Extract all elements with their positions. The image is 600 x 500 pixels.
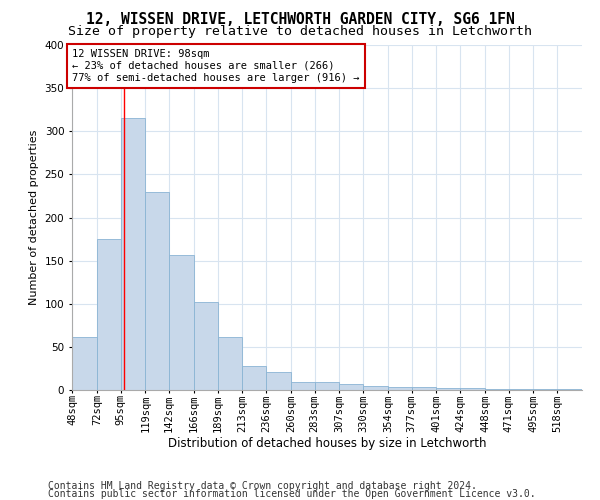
Bar (97, 239, 121, 390)
Bar (557, 389, 582, 390)
Bar (291, 382, 314, 390)
X-axis label: Distribution of detached houses by size in Letchworth: Distribution of detached houses by size … (168, 437, 486, 450)
Text: Size of property relative to detached houses in Letchworth: Size of property relative to detached ho… (68, 25, 532, 38)
Bar (509, 389, 533, 390)
Bar (485, 389, 509, 390)
Bar (218, 338, 242, 390)
Bar (314, 382, 340, 390)
Bar (72, 336, 97, 390)
Bar (242, 366, 266, 390)
Bar (340, 384, 363, 390)
Bar (194, 302, 218, 390)
Bar (533, 389, 557, 390)
Bar (121, 118, 145, 390)
Text: 12, WISSEN DRIVE, LETCHWORTH GARDEN CITY, SG6 1FN: 12, WISSEN DRIVE, LETCHWORTH GARDEN CITY… (86, 12, 514, 28)
Bar (412, 388, 436, 390)
Text: Contains public sector information licensed under the Open Government Licence v3: Contains public sector information licen… (48, 489, 536, 499)
Text: 12 WISSEN DRIVE: 98sqm
← 23% of detached houses are smaller (266)
77% of semi-de: 12 WISSEN DRIVE: 98sqm ← 23% of detached… (72, 50, 359, 82)
Bar (363, 386, 388, 390)
Bar (460, 388, 485, 390)
Bar (145, 192, 169, 390)
Bar (388, 386, 412, 390)
Text: Contains HM Land Registry data © Crown copyright and database right 2024.: Contains HM Land Registry data © Crown c… (48, 481, 477, 491)
Y-axis label: Number of detached properties: Number of detached properties (29, 130, 39, 305)
Bar (169, 254, 194, 390)
Bar (436, 388, 460, 390)
Bar (266, 372, 291, 390)
